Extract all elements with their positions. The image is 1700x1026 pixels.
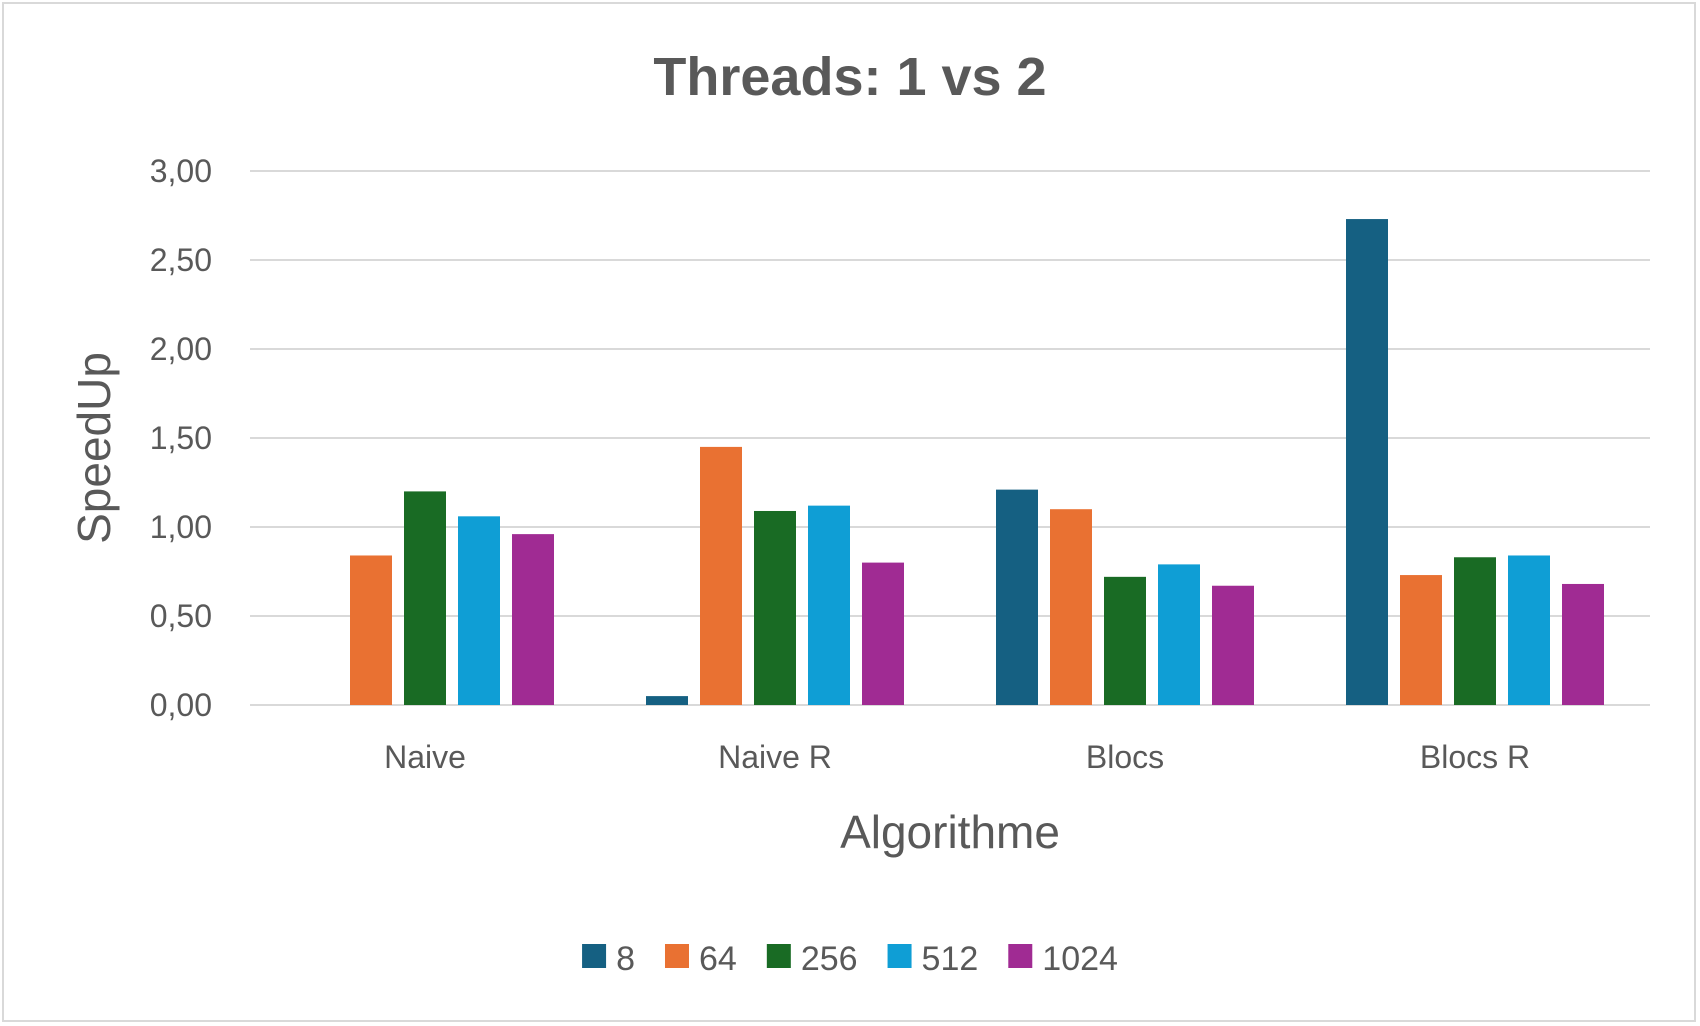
bar-naive-256 (404, 491, 446, 705)
y-tick-label: 1,00 (150, 509, 212, 545)
y-tick-label: 1,50 (150, 420, 212, 456)
bar-naive-r-512 (808, 505, 850, 705)
bar-blocs-64 (1050, 509, 1092, 705)
legend-label: 64 (699, 940, 737, 978)
x-axis-title: Algorithme (840, 806, 1060, 858)
bar-blocs-r-1024 (1562, 583, 1604, 705)
x-tick-label: Blocs (1086, 739, 1164, 775)
legend-item: 1024 (1008, 940, 1118, 978)
legend-swatch (582, 944, 607, 968)
legend-swatch (1008, 944, 1033, 968)
y-tick-label: 0,50 (150, 598, 212, 634)
legend: 8 64 256 512 1024 (582, 940, 1118, 978)
bar-blocs-512 (1158, 564, 1200, 705)
bar-naive-1024 (512, 534, 554, 705)
bar-naive-r-8 (646, 696, 688, 705)
legend-item: 64 (664, 940, 737, 978)
bar-naive-64 (350, 555, 392, 705)
x-axis-ticks: Naive Naive R Blocs Blocs R (384, 739, 1530, 775)
bar-blocs-r-64 (1400, 575, 1442, 705)
legend-label: 512 (922, 940, 979, 978)
legend-item: 512 (887, 940, 979, 978)
bar-blocs-256 (1104, 576, 1146, 705)
bar-naive-r-64 (700, 446, 742, 705)
bar-blocs-r-512 (1508, 555, 1550, 705)
y-tick-label: 2,50 (150, 242, 212, 278)
bar-blocs-r-8 (1346, 219, 1388, 705)
bar-naive-r-256 (754, 510, 796, 705)
bars (350, 219, 1604, 705)
legend-label: 8 (616, 940, 635, 978)
bar-naive-r-1024 (862, 562, 904, 705)
legend-swatch (766, 944, 791, 968)
y-axis-title: SpeedUp (68, 352, 120, 544)
bar-blocs-8 (996, 489, 1038, 705)
legend-item: 8 (582, 940, 635, 978)
bar-blocs-r-256 (1454, 557, 1496, 705)
y-tick-label: 2,00 (150, 331, 212, 367)
legend-swatch (887, 944, 912, 968)
y-axis-ticks: 0,00 0,50 1,00 1,50 2,00 2,50 3,00 (150, 153, 212, 723)
legend-label: 256 (801, 940, 858, 978)
y-tick-label: 0,00 (150, 687, 212, 723)
legend-label: 1024 (1042, 940, 1118, 978)
y-tick-label: 3,00 (150, 153, 212, 189)
chart-title: Threads: 1 vs 2 (653, 47, 1046, 107)
bar-blocs-1024 (1212, 585, 1254, 705)
bar-naive-512 (458, 516, 500, 705)
legend-swatch (664, 944, 689, 968)
x-tick-label: Naive R (718, 739, 832, 775)
legend-item: 256 (766, 940, 858, 978)
x-tick-label: Naive (384, 739, 466, 775)
x-tick-label: Blocs R (1420, 739, 1530, 775)
